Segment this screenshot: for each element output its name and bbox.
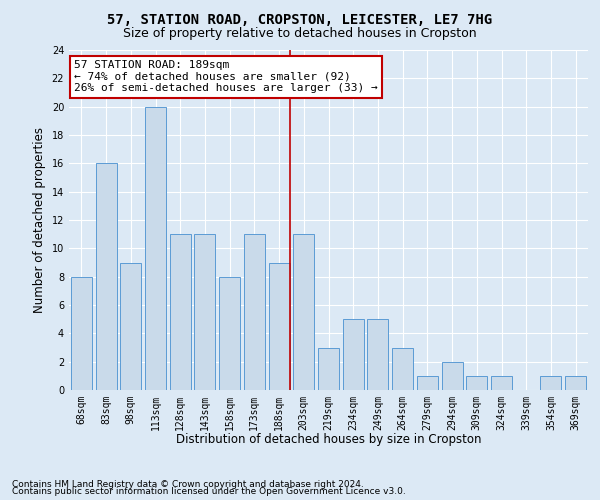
- X-axis label: Distribution of detached houses by size in Cropston: Distribution of detached houses by size …: [176, 433, 481, 446]
- Bar: [318, 348, 339, 390]
- Bar: [170, 234, 191, 390]
- Text: 57, STATION ROAD, CROPSTON, LEICESTER, LE7 7HG: 57, STATION ROAD, CROPSTON, LEICESTER, L…: [107, 12, 493, 26]
- Text: Contains HM Land Registry data © Crown copyright and database right 2024.: Contains HM Land Registry data © Crown c…: [12, 480, 364, 489]
- Bar: [293, 234, 314, 390]
- Bar: [343, 319, 364, 390]
- Bar: [194, 234, 215, 390]
- Y-axis label: Number of detached properties: Number of detached properties: [33, 127, 46, 313]
- Bar: [442, 362, 463, 390]
- Bar: [565, 376, 586, 390]
- Bar: [466, 376, 487, 390]
- Bar: [269, 262, 290, 390]
- Bar: [120, 262, 141, 390]
- Bar: [417, 376, 438, 390]
- Bar: [491, 376, 512, 390]
- Bar: [95, 164, 116, 390]
- Text: 57 STATION ROAD: 189sqm
← 74% of detached houses are smaller (92)
26% of semi-de: 57 STATION ROAD: 189sqm ← 74% of detache…: [74, 60, 378, 94]
- Bar: [145, 106, 166, 390]
- Text: Contains public sector information licensed under the Open Government Licence v3: Contains public sector information licen…: [12, 487, 406, 496]
- Bar: [219, 276, 240, 390]
- Bar: [244, 234, 265, 390]
- Bar: [71, 276, 92, 390]
- Bar: [541, 376, 562, 390]
- Bar: [392, 348, 413, 390]
- Text: Size of property relative to detached houses in Cropston: Size of property relative to detached ho…: [123, 28, 477, 40]
- Bar: [367, 319, 388, 390]
